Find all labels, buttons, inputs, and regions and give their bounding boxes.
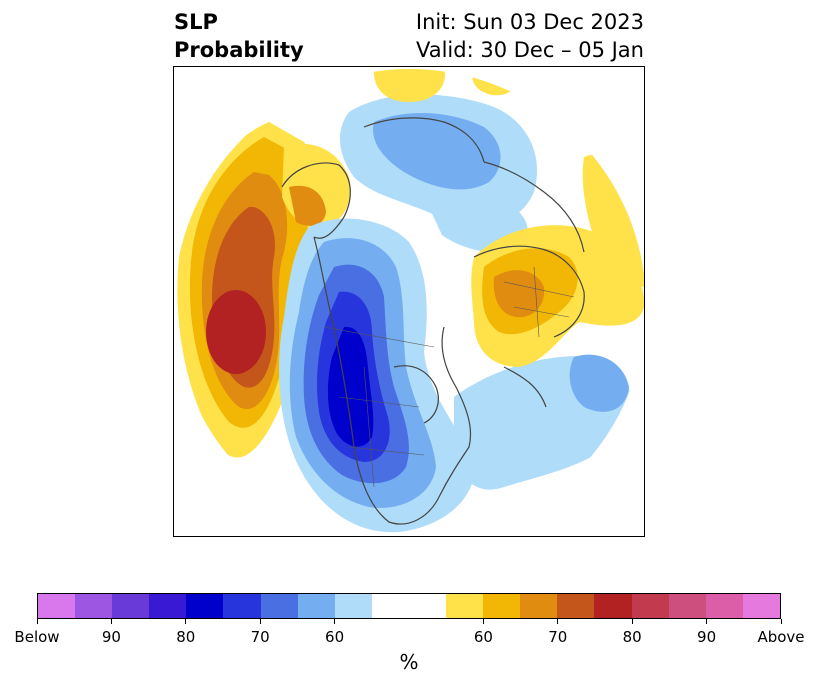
region-alaska-above xyxy=(282,143,351,228)
colorbar-swatch xyxy=(408,594,447,618)
title-product: Probability xyxy=(174,38,304,62)
colorbar-swatch xyxy=(112,594,150,618)
colorbar-tick-label: Below xyxy=(14,628,60,646)
title-block-left: SLP Probability xyxy=(174,8,304,64)
country-borders xyxy=(323,266,575,488)
colorbar-unit: % xyxy=(399,650,419,674)
map-panel xyxy=(173,66,645,537)
colorbar-swatch xyxy=(668,594,706,618)
colorbar-swatch xyxy=(38,594,76,618)
colorbar-tick-mark xyxy=(482,619,484,624)
colorbar-swatch xyxy=(557,594,595,618)
region-north-atlantic-below xyxy=(454,354,631,490)
colorbar-swatch xyxy=(594,594,632,618)
colorbar-tick-mark xyxy=(185,619,187,624)
colorbar-tick-label: 90 xyxy=(697,628,717,646)
region-north-america-below xyxy=(279,218,475,533)
region-eurasia-above xyxy=(471,225,644,367)
colorbar-swatch xyxy=(520,594,558,618)
colorbar-swatch xyxy=(149,594,187,618)
probability-map xyxy=(177,69,644,533)
title-block-right: Init: Sun 03 Dec 2023 Valid: 30 Dec – 05… xyxy=(416,8,644,64)
colorbar xyxy=(37,593,781,619)
colorbar-tick-mark xyxy=(110,619,112,624)
colorbar-tick-mark xyxy=(334,619,336,624)
colorbar-tick-mark xyxy=(36,619,38,624)
colorbar-swatch xyxy=(446,594,484,618)
colorbar-swatch xyxy=(483,594,521,618)
colorbar-tick-label: Above xyxy=(757,628,805,646)
colorbar-tick-label: 60 xyxy=(473,628,493,646)
colorbar-tick-mark xyxy=(259,619,261,624)
title-field: SLP xyxy=(174,10,218,34)
region-arctic-below xyxy=(339,94,538,253)
colorbar-swatch xyxy=(223,594,261,618)
region-north-pacific-above xyxy=(177,122,320,458)
colorbar-swatch xyxy=(742,594,780,618)
colorbar-swatch xyxy=(705,594,743,618)
colorbar-swatch xyxy=(260,594,298,618)
colorbar-tick-label: 60 xyxy=(325,628,345,646)
colorbar-tick-label: 70 xyxy=(250,628,270,646)
valid-dates: Valid: 30 Dec – 05 Jan xyxy=(415,38,644,62)
colorbar-swatch xyxy=(186,594,224,618)
coastlines xyxy=(281,117,585,525)
colorbar-tick-mark xyxy=(557,619,559,624)
colorbar-swatch xyxy=(631,594,669,618)
colorbar-swatch xyxy=(371,594,409,618)
colorbar-tick-label: 80 xyxy=(176,628,196,646)
colorbar-swatch xyxy=(75,594,113,618)
colorbar-tick-mark xyxy=(706,619,708,624)
colorbar-tick-label: 70 xyxy=(548,628,568,646)
colorbar-tick-mark xyxy=(631,619,633,624)
init-date: Init: Sun 03 Dec 2023 xyxy=(415,10,644,34)
colorbar-swatch xyxy=(297,594,335,618)
colorbar-tick-label: 80 xyxy=(622,628,642,646)
colorbar-tick-label: 90 xyxy=(101,628,121,646)
colorbar-tick-mark xyxy=(780,619,782,624)
colorbar-swatch xyxy=(334,594,372,618)
